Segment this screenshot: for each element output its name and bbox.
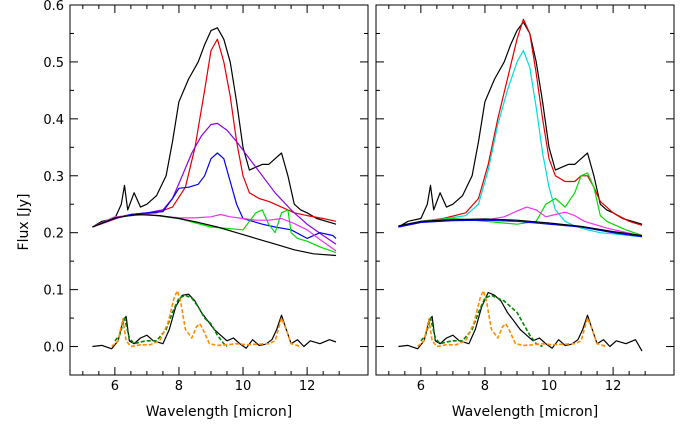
series-line-3 bbox=[398, 172, 643, 237]
series-line-7 bbox=[92, 293, 337, 350]
series-line-0 bbox=[398, 21, 643, 228]
left-panel: Flux [Jy] Wavelength [micron] 6 8 10 12 0.0 0… bbox=[16, 0, 369, 420]
x-axis-label-left: Wavelength [micron] bbox=[146, 404, 293, 420]
series-line-8 bbox=[114, 294, 228, 348]
y-tick-label: 0.3 bbox=[43, 170, 64, 185]
x-tick-label: 10 bbox=[541, 379, 558, 394]
y-tick-label: 0.0 bbox=[43, 341, 64, 356]
series-line-9 bbox=[111, 290, 301, 348]
x-tick-label: 10 bbox=[235, 379, 252, 394]
y-tick-label: 0.1 bbox=[43, 284, 64, 299]
series-line-5 bbox=[92, 213, 337, 252]
y-axis-label: Flux [Jy] bbox=[16, 194, 32, 251]
series-line-1 bbox=[92, 38, 337, 228]
series-line-2 bbox=[398, 49, 643, 238]
series-line-3 bbox=[92, 152, 337, 239]
y-tick-label: 0.6 bbox=[43, 0, 64, 14]
x-axis-label-right: Wavelength [micron] bbox=[452, 404, 599, 420]
series-line-7 bbox=[398, 291, 643, 352]
series-line-6 bbox=[92, 213, 337, 257]
series-line-5 bbox=[398, 219, 643, 238]
right-panel: Wavelength [micron] 6 8 10 12 bbox=[375, 4, 675, 420]
x-tick-label: 6 bbox=[417, 379, 425, 394]
x-tick-label: 8 bbox=[481, 379, 489, 394]
series-line-6 bbox=[398, 218, 643, 237]
y-tick-label: 0.2 bbox=[43, 227, 64, 242]
series-line-9 bbox=[417, 290, 607, 348]
x-tick-label: 6 bbox=[111, 379, 119, 394]
y-tick-label: 0.4 bbox=[43, 113, 64, 128]
x-tick-label: 12 bbox=[605, 379, 622, 394]
plot-frame bbox=[375, 4, 675, 376]
series-line-8 bbox=[420, 294, 543, 348]
series-line-0 bbox=[92, 27, 337, 228]
plot-frame bbox=[69, 4, 369, 376]
x-tick-label: 8 bbox=[175, 379, 183, 394]
x-tick-label: 12 bbox=[299, 379, 316, 394]
series-line-1 bbox=[398, 18, 643, 228]
y-tick-label: 0.5 bbox=[43, 56, 64, 71]
